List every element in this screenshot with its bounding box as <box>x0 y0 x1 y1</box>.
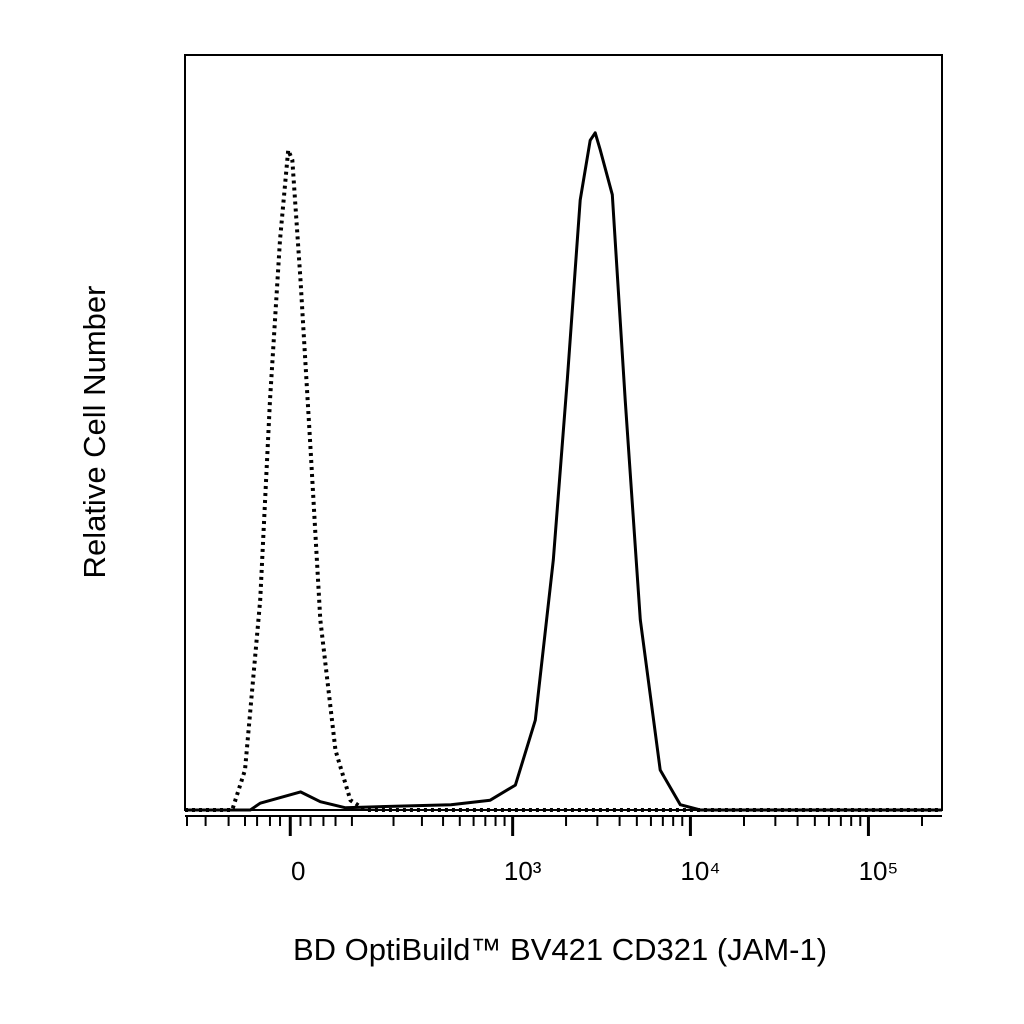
x-axis-label: BD OptiBuild™ BV421 CD321 (JAM-1) <box>293 932 827 967</box>
x-tick-label: 10⁴ <box>680 856 720 886</box>
series-line <box>185 131 942 812</box>
plot-frame <box>184 54 943 811</box>
x-tick-label: 10⁵ <box>859 856 899 886</box>
x-tick-label: 10³ <box>504 856 542 886</box>
x-tick-label: 0 <box>291 856 305 886</box>
series-line <box>185 148 942 812</box>
y-axis-label: Relative Cell Number <box>77 286 112 579</box>
